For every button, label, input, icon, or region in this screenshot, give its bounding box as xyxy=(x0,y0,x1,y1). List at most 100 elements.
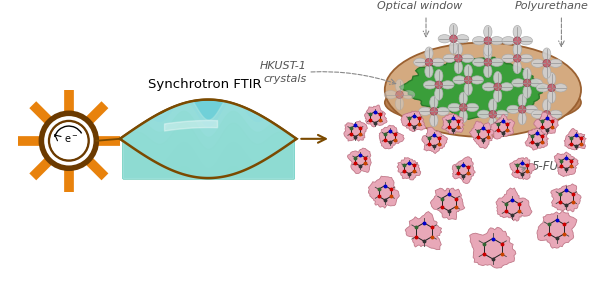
Polygon shape xyxy=(534,112,558,135)
Circle shape xyxy=(50,122,88,159)
Ellipse shape xyxy=(484,65,492,78)
Circle shape xyxy=(396,91,404,98)
Ellipse shape xyxy=(543,48,551,61)
Polygon shape xyxy=(430,188,465,220)
Ellipse shape xyxy=(496,110,508,118)
Ellipse shape xyxy=(450,23,458,36)
Ellipse shape xyxy=(384,91,397,99)
Polygon shape xyxy=(397,158,421,180)
Ellipse shape xyxy=(500,83,513,91)
Polygon shape xyxy=(368,176,399,208)
Polygon shape xyxy=(405,212,442,250)
Circle shape xyxy=(513,55,521,62)
Circle shape xyxy=(49,121,88,160)
Polygon shape xyxy=(469,121,494,148)
Ellipse shape xyxy=(443,54,456,63)
Ellipse shape xyxy=(518,94,527,107)
Ellipse shape xyxy=(435,69,443,82)
Ellipse shape xyxy=(484,43,492,56)
Ellipse shape xyxy=(494,72,502,84)
Ellipse shape xyxy=(502,37,515,45)
Ellipse shape xyxy=(536,84,549,92)
Ellipse shape xyxy=(461,54,473,63)
Ellipse shape xyxy=(418,107,431,116)
Circle shape xyxy=(484,37,492,45)
Circle shape xyxy=(548,84,555,92)
Polygon shape xyxy=(525,128,549,150)
Ellipse shape xyxy=(459,110,467,123)
Polygon shape xyxy=(442,114,464,134)
Ellipse shape xyxy=(507,105,519,114)
Circle shape xyxy=(454,55,462,62)
Ellipse shape xyxy=(478,110,490,118)
Polygon shape xyxy=(554,152,578,177)
Ellipse shape xyxy=(490,58,503,66)
Ellipse shape xyxy=(543,66,551,79)
Ellipse shape xyxy=(395,97,404,110)
Polygon shape xyxy=(490,114,515,139)
Ellipse shape xyxy=(425,47,433,60)
Ellipse shape xyxy=(520,54,533,63)
Ellipse shape xyxy=(549,59,562,67)
Ellipse shape xyxy=(543,117,551,130)
Ellipse shape xyxy=(547,72,556,85)
Circle shape xyxy=(435,81,442,89)
Ellipse shape xyxy=(513,43,521,56)
Ellipse shape xyxy=(490,37,503,45)
Circle shape xyxy=(430,108,438,115)
Text: Polyurethane: Polyurethane xyxy=(515,1,589,11)
Ellipse shape xyxy=(531,59,544,67)
Ellipse shape xyxy=(482,83,495,91)
Ellipse shape xyxy=(523,86,531,98)
Ellipse shape xyxy=(547,90,556,103)
Ellipse shape xyxy=(502,54,515,63)
Text: 5-FU: 5-FU xyxy=(532,160,559,173)
Circle shape xyxy=(518,106,526,113)
Circle shape xyxy=(460,104,467,111)
Circle shape xyxy=(484,58,492,66)
Ellipse shape xyxy=(531,110,544,118)
Ellipse shape xyxy=(402,91,415,99)
Circle shape xyxy=(450,35,457,43)
Polygon shape xyxy=(496,188,532,221)
Ellipse shape xyxy=(453,76,466,84)
Circle shape xyxy=(425,58,433,66)
Ellipse shape xyxy=(395,79,404,92)
Ellipse shape xyxy=(488,117,497,130)
Ellipse shape xyxy=(530,79,543,87)
Ellipse shape xyxy=(450,41,458,54)
Polygon shape xyxy=(453,157,475,184)
Ellipse shape xyxy=(425,65,433,78)
Text: Optical window: Optical window xyxy=(377,1,461,11)
Ellipse shape xyxy=(423,81,436,89)
Ellipse shape xyxy=(484,47,492,60)
Ellipse shape xyxy=(484,25,492,38)
Ellipse shape xyxy=(494,89,502,102)
Circle shape xyxy=(464,76,472,84)
Ellipse shape xyxy=(513,25,521,38)
Polygon shape xyxy=(344,121,367,141)
Polygon shape xyxy=(510,158,535,180)
Circle shape xyxy=(543,59,550,67)
Text: e$^-$: e$^-$ xyxy=(64,134,78,145)
Polygon shape xyxy=(365,105,387,127)
Ellipse shape xyxy=(466,103,479,112)
Ellipse shape xyxy=(454,43,463,56)
Text: HKUST-1
crystals: HKUST-1 crystals xyxy=(260,61,306,84)
Polygon shape xyxy=(120,100,297,178)
Ellipse shape xyxy=(438,35,451,43)
Ellipse shape xyxy=(385,43,581,137)
Ellipse shape xyxy=(464,82,472,95)
Ellipse shape xyxy=(549,110,562,118)
Circle shape xyxy=(513,37,521,45)
Ellipse shape xyxy=(436,107,449,116)
Ellipse shape xyxy=(513,43,521,56)
Polygon shape xyxy=(551,184,581,212)
Ellipse shape xyxy=(472,58,485,66)
Ellipse shape xyxy=(456,35,469,43)
Polygon shape xyxy=(347,148,371,174)
Ellipse shape xyxy=(543,99,551,112)
Text: Synchrotron FTIR: Synchrotron FTIR xyxy=(149,78,262,91)
Ellipse shape xyxy=(435,88,443,100)
Ellipse shape xyxy=(459,92,467,105)
